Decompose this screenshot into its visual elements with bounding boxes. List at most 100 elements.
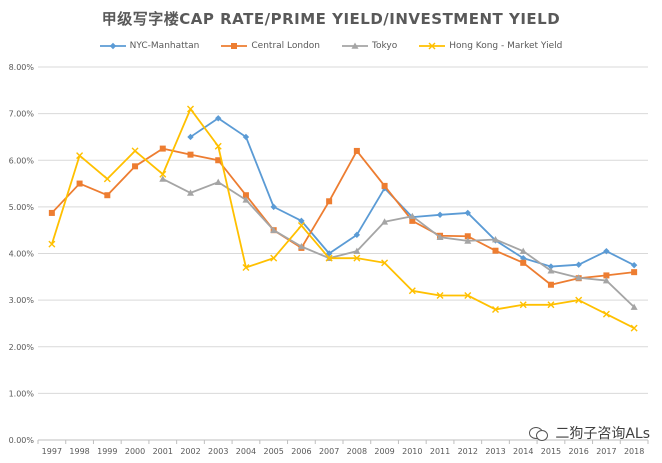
data-point-hong-kong-market-yield: [464, 291, 472, 299]
data-point-hong-kong-market-yield: [270, 254, 278, 262]
data-point-central-london: [48, 209, 55, 216]
data-point-hong-kong-market-yield: [187, 105, 194, 113]
series-line-hong-kong-market-yield: [51, 108, 635, 329]
data-point-tokyo: [602, 277, 610, 284]
x-tick-label: 2014: [513, 447, 533, 456]
x-tick-label: 2010: [402, 447, 422, 456]
y-tick-label: 1.00%: [9, 389, 35, 398]
legend-label: Central London: [251, 41, 321, 51]
data-point-hong-kong-market-yield: [48, 240, 56, 248]
data-point-tokyo: [214, 178, 222, 185]
data-point-tokyo: [519, 247, 527, 254]
watermark: 二狗子咨询ALs: [529, 423, 650, 443]
data-point-central-london: [381, 182, 388, 189]
legend-marker: [109, 42, 116, 50]
x-tick-label: 1998: [69, 447, 89, 456]
data-point-nyc-manhattan: [436, 211, 444, 219]
data-point-central-london: [353, 147, 360, 154]
y-tick-label: 0.00%: [9, 436, 35, 445]
x-tick-label: 2012: [458, 447, 478, 456]
legend-swatch: [342, 41, 369, 51]
data-point-central-london: [159, 145, 166, 152]
data-point-central-london: [76, 180, 83, 187]
data-point-central-london: [492, 247, 499, 254]
data-point-tokyo: [408, 212, 416, 219]
data-point-nyc-manhattan: [270, 203, 277, 211]
y-tick-label: 5.00%: [9, 203, 35, 212]
data-point-hong-kong-market-yield: [575, 296, 583, 304]
x-tick-label: 2009: [374, 447, 394, 456]
data-point-nyc-manhattan: [630, 261, 638, 269]
x-tick-label: 2005: [264, 447, 284, 456]
data-point-tokyo: [630, 303, 638, 310]
watermark-text: 二狗子咨询ALs: [555, 426, 650, 442]
data-point-central-london: [464, 233, 471, 240]
data-point-hong-kong-market-yield: [325, 254, 333, 262]
data-point-nyc-manhattan: [547, 263, 555, 270]
legend-item-hong-kong-market-yield: Hong Kong - Market Yield: [419, 38, 562, 54]
data-point-tokyo: [159, 175, 167, 182]
legend-label: NYC-Manhattan: [129, 41, 200, 51]
data-point-hong-kong-market-yield: [492, 305, 499, 313]
legend-marker: [231, 43, 238, 49]
x-tick-label: 2006: [291, 447, 311, 456]
data-point-nyc-manhattan: [298, 217, 305, 225]
data-point-nyc-manhattan: [464, 209, 471, 217]
data-point-hong-kong-market-yield: [76, 152, 84, 160]
x-tick-label: 2002: [180, 447, 200, 456]
legend-marker: [428, 42, 436, 50]
y-tick-label: 4.00%: [9, 250, 35, 259]
data-point-nyc-manhattan: [575, 261, 582, 268]
data-point-central-london: [520, 259, 527, 266]
legend-label: Tokyo: [372, 41, 398, 51]
data-point-hong-kong-market-yield: [242, 263, 250, 271]
data-point-tokyo: [270, 226, 278, 233]
data-point-tokyo: [381, 218, 389, 225]
data-point-tokyo: [575, 274, 583, 281]
x-tick-label: 1999: [97, 447, 117, 456]
legend-marker: [351, 42, 359, 49]
series-line-central-london: [51, 147, 635, 286]
x-tick-label: 2003: [208, 447, 228, 456]
data-point-tokyo: [464, 237, 472, 244]
data-point-nyc-manhattan: [187, 133, 194, 141]
data-point-hong-kong-market-yield: [408, 287, 416, 295]
data-point-hong-kong-market-yield: [519, 301, 527, 309]
x-tick-label: 2018: [624, 447, 644, 456]
data-point-hong-kong-market-yield: [547, 301, 555, 309]
data-point-hong-kong-market-yield: [353, 254, 361, 262]
data-point-central-london: [547, 281, 554, 288]
legend-label: Hong Kong - Market Yield: [449, 41, 563, 51]
data-point-hong-kong-market-yield: [214, 142, 222, 150]
data-point-nyc-manhattan: [215, 115, 222, 122]
x-tick-label: 2015: [541, 447, 561, 456]
series-line-nyc-manhattan: [189, 117, 635, 268]
data-point-tokyo: [242, 196, 250, 203]
data-point-tokyo: [547, 267, 555, 274]
x-tick-label: 2001: [153, 447, 173, 456]
wechat-icon: [529, 425, 549, 441]
data-point-tokyo: [353, 247, 361, 254]
data-point-central-london: [215, 157, 222, 164]
data-point-hong-kong-market-yield: [131, 147, 139, 155]
data-point-central-london: [631, 269, 638, 276]
chart-title: 甲级写字楼CAP RATE/PRIME YIELD/INVESTMENT YIE…: [101, 10, 561, 28]
x-tick-label: 2008: [347, 447, 367, 456]
data-point-central-london: [132, 163, 139, 170]
data-point-hong-kong-market-yield: [381, 259, 389, 267]
legend-item-central-london: Central London: [221, 38, 320, 54]
legend-item-tokyo: Tokyo: [342, 38, 397, 54]
data-point-central-london: [104, 192, 111, 199]
data-point-hong-kong-market-yield: [436, 291, 444, 299]
chart-legend: NYC-Manhattan Central London Tokyo Hong Kon…: [0, 38, 662, 54]
x-tick-label: 2004: [236, 447, 256, 456]
data-point-central-london: [409, 217, 416, 224]
x-tick-label: 2007: [319, 447, 339, 456]
x-tick-label: 2000: [125, 447, 145, 456]
data-point-tokyo: [492, 236, 499, 243]
data-point-hong-kong-market-yield: [297, 222, 305, 230]
data-point-central-london: [187, 151, 194, 158]
x-tick-label: 2011: [430, 447, 450, 456]
